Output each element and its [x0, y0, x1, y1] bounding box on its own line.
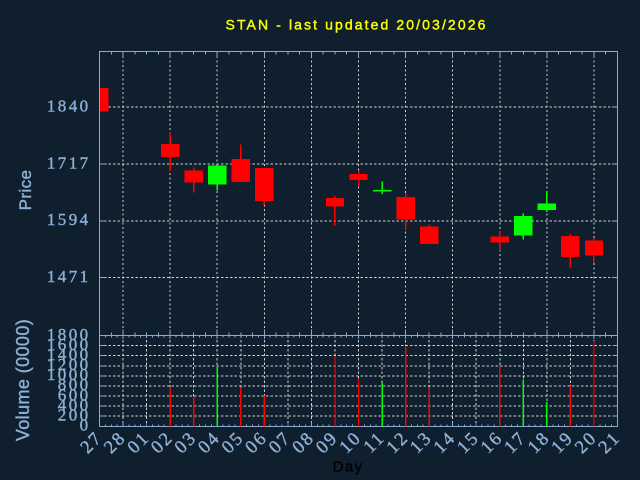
svg-text:STAN - last updated 20/03/2026: STAN - last updated 20/03/2026 [226, 17, 488, 33]
svg-text:1800: 1800 [47, 325, 91, 344]
svg-text:400: 400 [58, 395, 91, 414]
svg-text:800: 800 [58, 375, 91, 394]
svg-text:1000: 1000 [47, 365, 91, 384]
svg-text:1594: 1594 [47, 210, 91, 229]
svg-text:1717: 1717 [47, 153, 91, 172]
svg-text:Volume (0000): Volume (0000) [13, 319, 33, 441]
svg-text:600: 600 [58, 385, 91, 404]
svg-text:Price: Price [16, 170, 35, 211]
svg-text:1200: 1200 [47, 355, 91, 374]
svg-text:1400: 1400 [47, 345, 91, 364]
svg-text:1471: 1471 [47, 267, 91, 286]
svg-text:Day: Day [333, 459, 364, 476]
svg-text:200: 200 [58, 406, 91, 425]
svg-text:0: 0 [80, 416, 91, 435]
svg-text:1600: 1600 [47, 335, 91, 354]
svg-text:1840: 1840 [47, 97, 91, 116]
